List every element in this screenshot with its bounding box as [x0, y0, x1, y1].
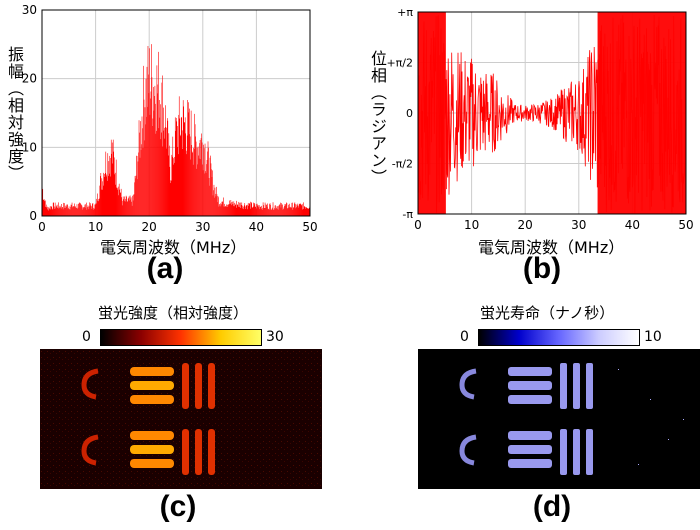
- colorbar-c-min: 0: [82, 329, 91, 345]
- chart-b-xtick: 50: [678, 218, 693, 232]
- chart-a-xtick: 20: [142, 220, 157, 234]
- chart-a-ytick: 0: [29, 209, 37, 223]
- colorbar-d-max: 10: [644, 329, 662, 345]
- fluorescence-lifetime-image: [418, 349, 700, 489]
- fluorescence-intensity-image: [40, 349, 322, 489]
- chart-a-frame: [41, 9, 311, 217]
- chart-b-ytick: +π: [397, 6, 413, 19]
- chart-b-xtick: 30: [571, 218, 586, 232]
- colorbar-c-max: 30: [266, 329, 284, 345]
- chart-a-xtick: 30: [195, 220, 210, 234]
- chart-a-xtick: 50: [302, 220, 317, 234]
- chart-a: 0 10 20 30 40 50 0 10 20 30: [22, 3, 318, 234]
- colorbar-d: [478, 329, 640, 346]
- colorbar-c-title: 蛍光強度（相対強度）: [98, 304, 249, 322]
- chart-a-ytick: 10: [22, 140, 37, 154]
- chart-a-ylabel: 振幅（相対強度）: [5, 46, 24, 182]
- panel-label-a: (a): [146, 252, 184, 285]
- chart-b-xtick: 40: [625, 218, 640, 232]
- chart-b-xlabel: 電気周波数（MHz）: [478, 238, 625, 257]
- chart-b-dense-region: [597, 12, 686, 214]
- colorbar-c: [100, 329, 262, 346]
- panel-label-d: (d): [532, 490, 572, 523]
- chart-a-xtick: 10: [88, 220, 103, 234]
- chart-b-ytick: -π: [402, 208, 413, 221]
- chart-b-xtick: 0: [414, 218, 422, 232]
- chart-a-xtick: 40: [249, 220, 264, 234]
- chart-b-dense-region: [418, 12, 446, 214]
- chart-b-xtick: 10: [464, 218, 479, 232]
- chart-b-ytick: +π/2: [386, 57, 413, 70]
- chart-a-ytick: 20: [22, 72, 37, 86]
- chart-b-ytick: -π/2: [392, 157, 413, 170]
- chart-a-xlabel: 電気周波数（MHz）: [100, 238, 247, 257]
- colorbar-d-min: 0: [460, 329, 469, 345]
- panel-label-c: (c): [159, 490, 197, 523]
- chart-b-ytick: 0: [406, 107, 413, 120]
- chart-b: 0 10 20 30 40 50 +π +π/2 0 -π/2 -π: [386, 6, 693, 232]
- chart-b-frame: [417, 11, 687, 215]
- chart-a-ytick: 30: [22, 3, 37, 17]
- chart-b-xtick: 20: [518, 218, 533, 232]
- colorbar-d-title: 蛍光寿命（ナノ秒）: [480, 304, 615, 322]
- chart-b-ylabel: 位相（ラジアン）: [368, 50, 387, 186]
- panel-label-b: (b): [522, 252, 562, 285]
- chart-a-xtick: 0: [38, 220, 46, 234]
